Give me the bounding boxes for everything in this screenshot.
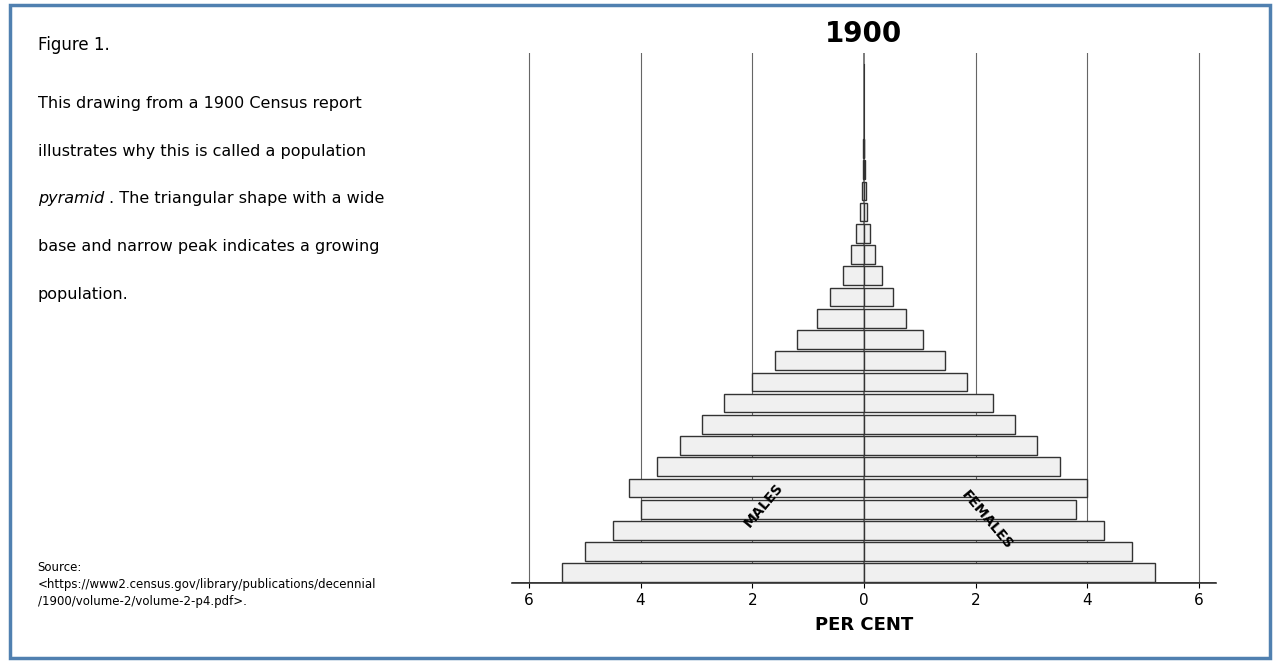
Text: population.: population.: [37, 287, 128, 302]
Bar: [864, 415, 1015, 434]
Bar: [856, 224, 864, 243]
Bar: [724, 394, 864, 412]
Bar: [864, 182, 865, 200]
Bar: [842, 267, 864, 285]
Bar: [864, 521, 1105, 540]
Bar: [864, 436, 1037, 455]
Bar: [864, 542, 1133, 561]
Bar: [864, 330, 923, 349]
Title: 1900: 1900: [826, 20, 902, 48]
Bar: [851, 245, 864, 264]
Bar: [864, 288, 893, 306]
Bar: [861, 182, 864, 200]
Text: pyramid: pyramid: [37, 192, 104, 206]
Bar: [864, 203, 868, 221]
Bar: [613, 521, 864, 540]
Bar: [864, 245, 876, 264]
Bar: [864, 224, 870, 243]
Bar: [864, 479, 1088, 497]
Bar: [864, 457, 1060, 476]
Bar: [860, 203, 864, 221]
Bar: [831, 288, 864, 306]
Text: MALES: MALES: [741, 480, 786, 530]
Text: illustrates why this is called a population: illustrates why this is called a populat…: [37, 144, 366, 158]
Bar: [657, 457, 864, 476]
Bar: [753, 373, 864, 391]
Bar: [562, 564, 864, 582]
Text: base and narrow peak indicates a growing: base and narrow peak indicates a growing: [37, 239, 379, 254]
Bar: [864, 373, 968, 391]
Text: Figure 1.: Figure 1.: [37, 36, 109, 54]
Bar: [640, 500, 864, 518]
Bar: [701, 415, 864, 434]
Bar: [864, 500, 1076, 518]
Text: Source:
<https://www2.census.gov/library/publications/decennial
/1900/volume-2/v: Source: <https://www2.census.gov/library…: [37, 561, 376, 607]
Bar: [864, 394, 992, 412]
Bar: [774, 351, 864, 370]
Bar: [817, 309, 864, 328]
Bar: [864, 267, 882, 285]
Bar: [864, 309, 906, 328]
Bar: [864, 351, 945, 370]
Bar: [864, 564, 1155, 582]
Bar: [585, 542, 864, 561]
X-axis label: PER CENT: PER CENT: [815, 617, 913, 634]
Text: . The triangular shape with a wide: . The triangular shape with a wide: [109, 192, 384, 206]
Bar: [797, 330, 864, 349]
Bar: [680, 436, 864, 455]
Text: This drawing from a 1900 Census report: This drawing from a 1900 Census report: [37, 96, 361, 111]
Bar: [630, 479, 864, 497]
Text: FEMALES: FEMALES: [959, 488, 1015, 552]
